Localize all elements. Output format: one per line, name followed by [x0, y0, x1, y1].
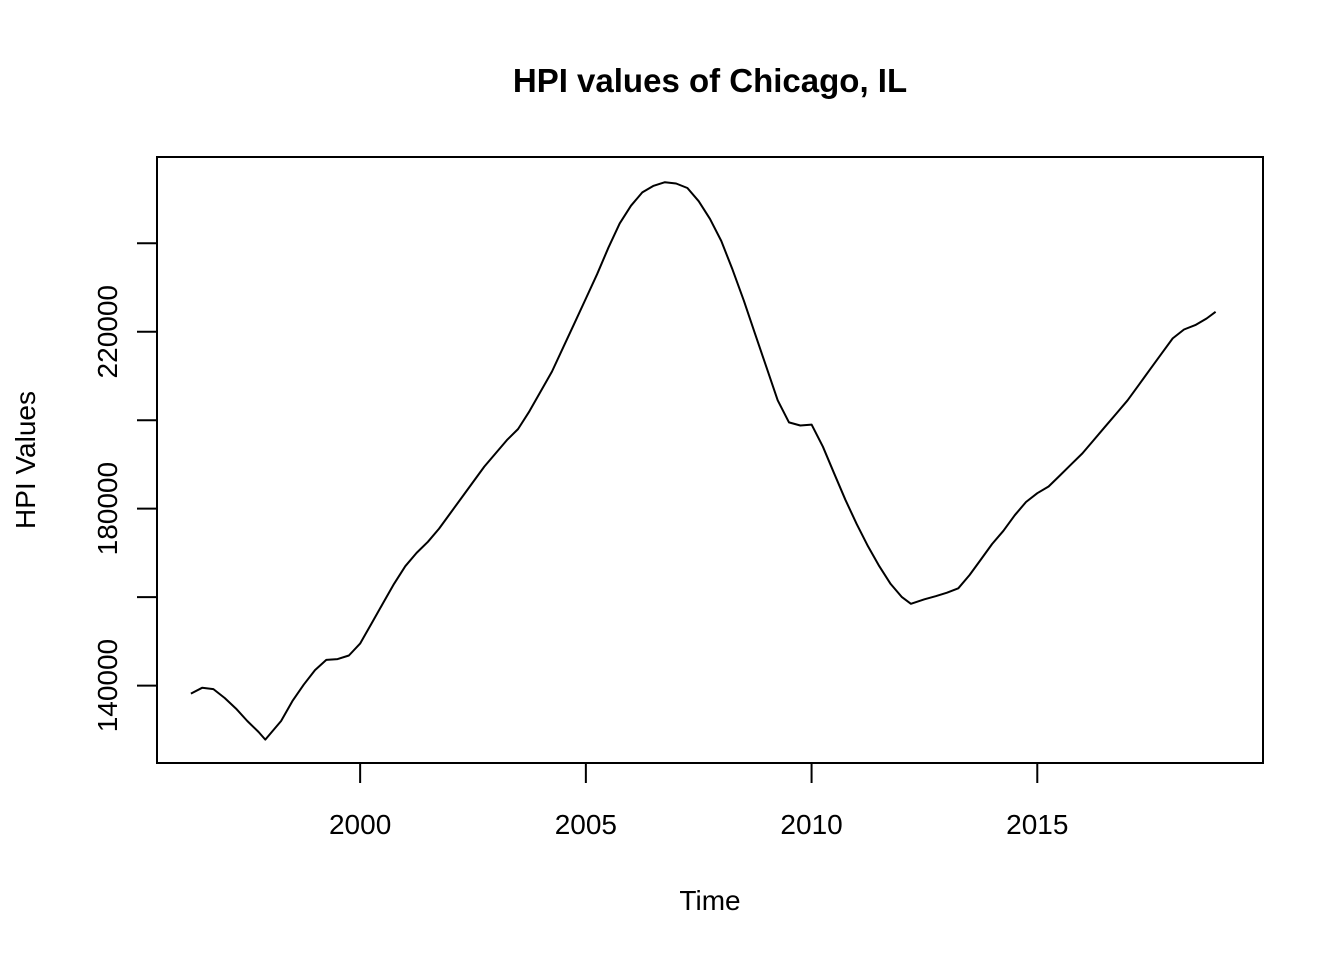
y-tick-label: 220000: [92, 285, 123, 378]
x-axis-label: Time: [679, 885, 740, 916]
x-tick-label: 2010: [780, 809, 842, 840]
y-tick-label: 140000: [92, 639, 123, 732]
y-tick-label: 180000: [92, 462, 123, 555]
chart-title: HPI values of Chicago, IL: [513, 62, 907, 99]
plot-frame: [156, 156, 1264, 764]
x-axis: 2000 2005 2010 2015: [329, 762, 1068, 840]
series-line-hpi: [190, 181, 1217, 741]
y-axis: 140000 180000 220000: [92, 242, 158, 732]
x-tick-label: 2015: [1006, 809, 1068, 840]
x-tick-label: 2005: [555, 809, 617, 840]
x-tick-label: 2000: [329, 809, 391, 840]
y-axis-label: HPI Values: [10, 391, 41, 529]
